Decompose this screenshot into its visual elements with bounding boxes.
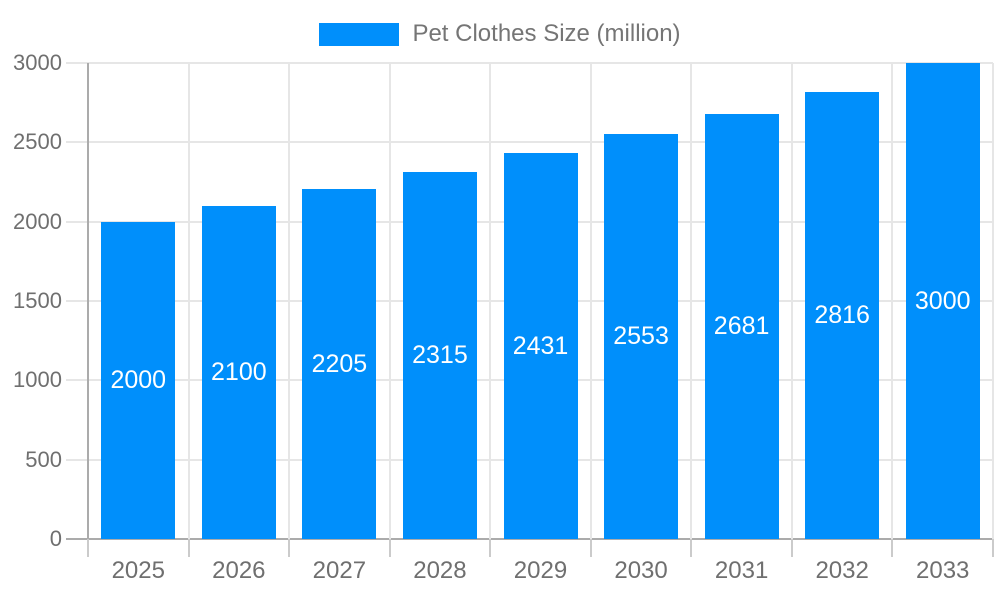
legend-item-pet-clothes-size[interactable]: Pet Clothes Size (million) — [319, 20, 681, 48]
bar-2032[interactable]: 2816 — [805, 92, 880, 539]
x-axis-tick-mark — [690, 539, 693, 557]
x-axis-tick-label: 2033 — [916, 557, 970, 584]
y-axis-line — [87, 63, 89, 539]
gridline-vertical — [187, 63, 190, 539]
x-axis-tick-mark — [891, 539, 894, 557]
bar-value-label: 2315 — [412, 340, 468, 369]
x-axis-tick-mark — [388, 539, 391, 557]
bar-value-label: 2816 — [814, 301, 870, 330]
x-axis-tick-label: 2032 — [815, 557, 869, 584]
x-axis-tick-mark — [87, 539, 89, 557]
y-axis-tick-label: 2000 — [13, 208, 62, 234]
bar-2026[interactable]: 2100 — [201, 205, 276, 539]
y-axis-tick-label: 1000 — [13, 367, 62, 393]
bar-value-label: 2431 — [512, 331, 569, 360]
x-axis-tick-mark — [489, 539, 492, 557]
x-axis-tick-label: 2027 — [312, 557, 367, 584]
y-axis-tick-label: 2500 — [13, 129, 62, 155]
y-axis-tick-label: 0 — [49, 526, 62, 551]
bar-2030[interactable]: 2553 — [604, 133, 679, 539]
gridline-vertical — [891, 63, 894, 539]
gridline-horizontal — [66, 62, 993, 64]
x-axis-tick-mark — [288, 539, 291, 557]
bar-2029[interactable]: 2431 — [503, 153, 578, 539]
bar-value-label: 2000 — [110, 365, 167, 394]
bar-2025[interactable]: 2000 — [101, 221, 176, 539]
bar-value-label: 3000 — [914, 286, 971, 315]
x-axis-tick-mark — [589, 539, 592, 557]
x-axis-tick-label: 2025 — [111, 557, 165, 584]
x-axis-tick-mark — [790, 539, 793, 557]
gridline-vertical — [690, 63, 693, 539]
x-axis-tick-label: 2030 — [614, 557, 668, 584]
gridline-vertical — [992, 63, 994, 539]
y-axis-tick-label: 3000 — [13, 50, 62, 75]
bar-value-label: 2205 — [311, 349, 368, 378]
legend-label: Pet Clothes Size (million) — [412, 20, 681, 47]
bar-2027[interactable]: 2205 — [302, 189, 377, 539]
gridline-vertical — [288, 63, 291, 539]
gridline-vertical — [790, 63, 793, 539]
x-axis-tick-label: 2031 — [714, 557, 769, 584]
bar-2031[interactable]: 2681 — [704, 113, 779, 539]
x-axis-tick-label: 2029 — [513, 557, 568, 584]
bar-2028[interactable]: 2315 — [402, 171, 477, 539]
bar-value-label: 2553 — [613, 321, 669, 350]
bar-value-label: 2681 — [713, 311, 770, 340]
chart-legend: Pet Clothes Size (million) — [0, 20, 1000, 48]
x-axis-tick-mark — [187, 539, 190, 557]
y-axis-tick-label: 1500 — [13, 288, 62, 313]
gridline-vertical — [489, 63, 492, 539]
x-axis-tick-mark — [992, 539, 994, 557]
gridline-horizontal — [66, 141, 993, 144]
gridline-vertical — [589, 63, 592, 539]
bar-2033[interactable]: 3000 — [905, 63, 980, 539]
gridline-vertical — [388, 63, 391, 539]
legend-color-swatch-icon — [319, 22, 400, 46]
bar-value-label: 2100 — [211, 357, 267, 386]
y-axis-tick-label: 500 — [25, 446, 62, 472]
x-axis-baseline — [66, 538, 993, 540]
x-axis-tick-label: 2028 — [413, 557, 467, 584]
x-axis-tick-label: 2026 — [212, 557, 266, 584]
